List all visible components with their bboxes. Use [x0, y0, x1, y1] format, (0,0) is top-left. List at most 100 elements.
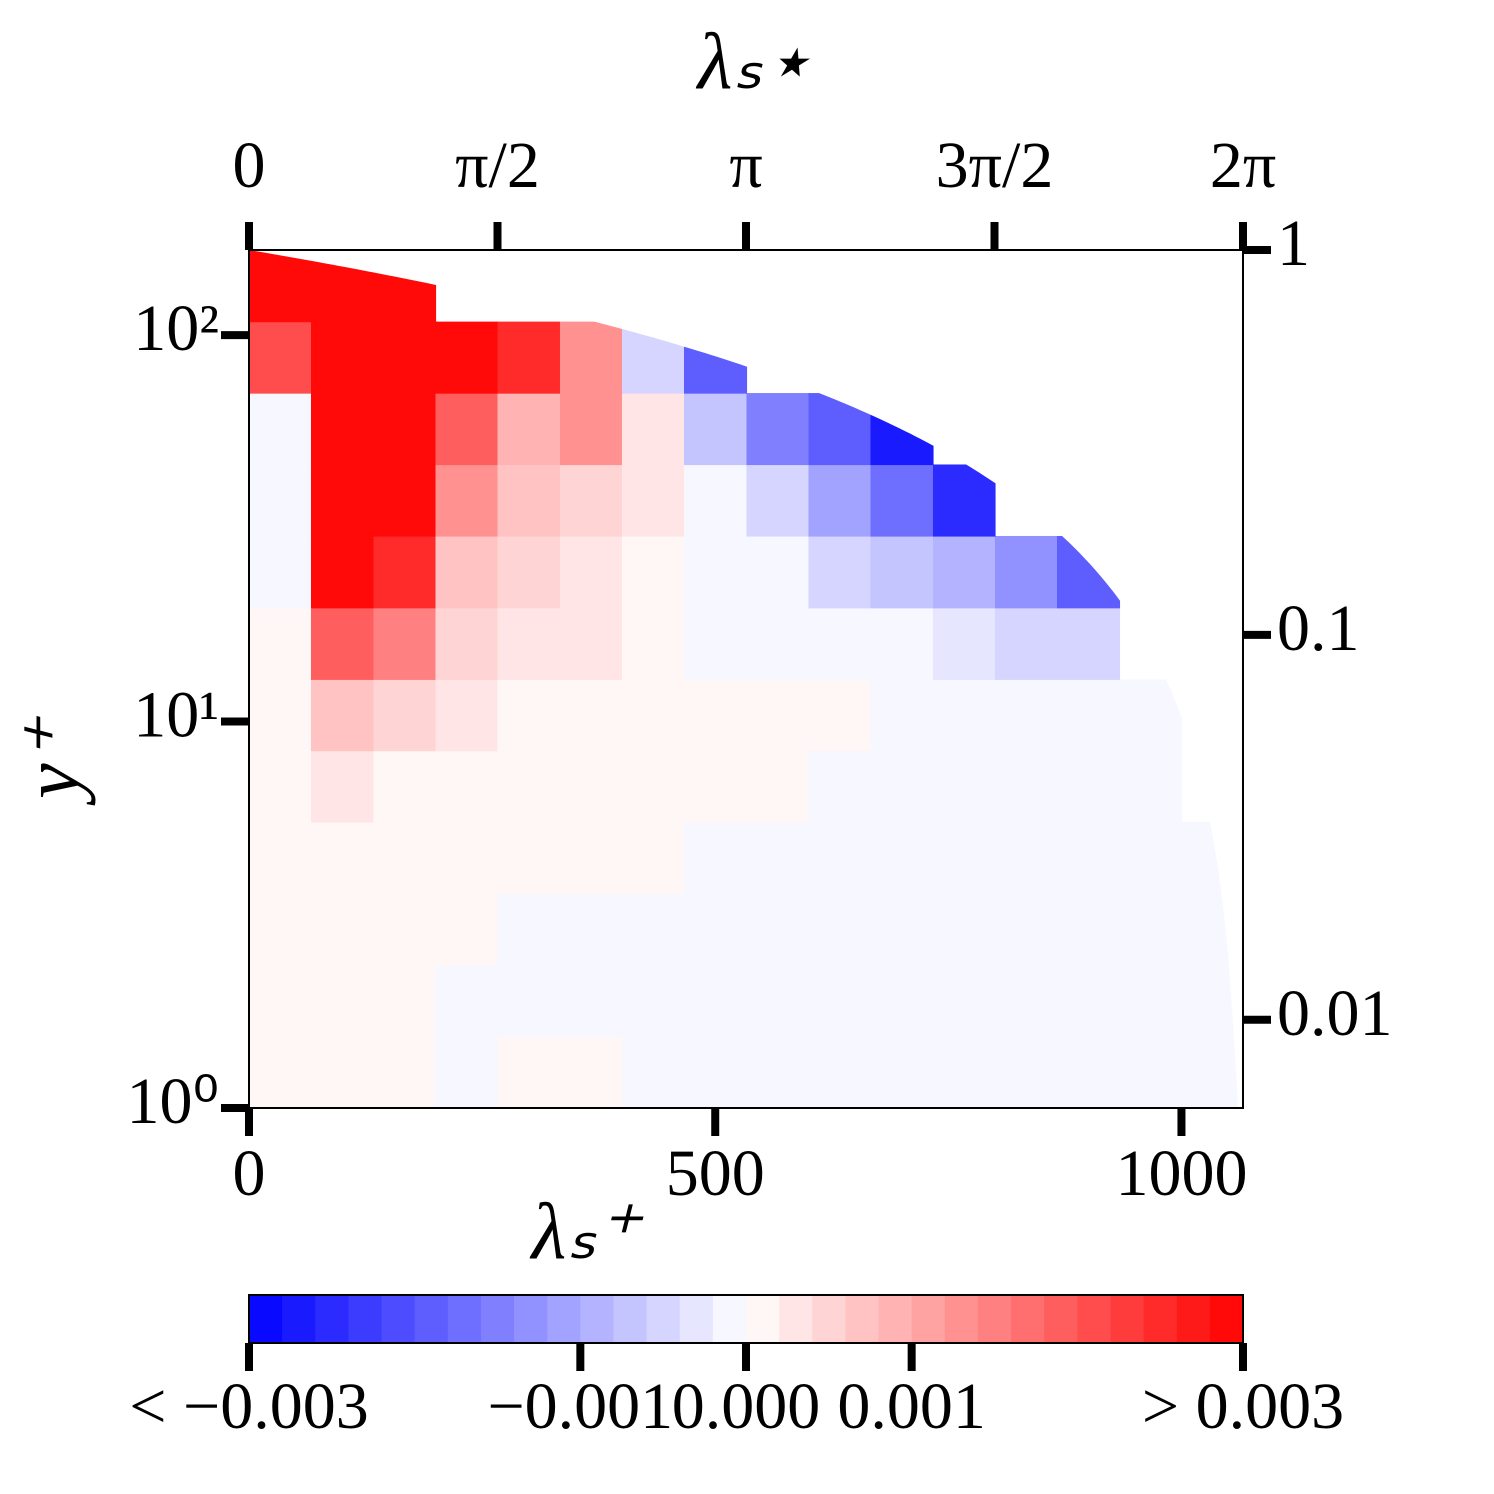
contour-cell	[808, 607, 872, 680]
top-tick-label: π	[729, 129, 762, 202]
colorbar-segment	[779, 1295, 813, 1343]
colorbar-segment	[977, 1295, 1012, 1343]
contour-cell	[497, 750, 561, 823]
colorbar-tick-label: −0.001	[487, 1370, 673, 1443]
contour-cell	[1056, 1036, 1121, 1109]
colorbar-tick-label: < −0.003	[129, 1370, 368, 1443]
contour-cell	[559, 464, 623, 537]
contour-cell	[311, 321, 375, 394]
top-tick-label: 2π	[1210, 129, 1276, 202]
contour-cell	[746, 1036, 810, 1109]
contour-cell	[994, 679, 1058, 752]
contour-cell	[870, 965, 934, 1038]
contour-cell	[994, 822, 1058, 895]
contour-cell	[870, 1036, 934, 1109]
contour-cell	[746, 393, 810, 466]
contour-cell	[435, 893, 499, 966]
contour-cell	[621, 1036, 685, 1109]
contour-cell	[683, 750, 748, 823]
contour-cell	[435, 679, 499, 752]
contour-cell	[249, 679, 312, 752]
contour-cell	[1119, 1036, 1183, 1109]
contour-cell	[373, 822, 437, 895]
top-tick-label: 0	[233, 129, 266, 202]
colorbar-segment	[282, 1295, 316, 1343]
colorbar-segment	[944, 1295, 979, 1343]
contour-cell	[932, 607, 996, 680]
contour-cell	[311, 607, 375, 680]
contour-cell	[497, 535, 561, 609]
contour-cell	[683, 1036, 748, 1109]
contour-cell	[683, 965, 748, 1038]
contour-cell	[373, 1036, 437, 1109]
contour-cell	[621, 965, 685, 1038]
colorbar-segment	[679, 1295, 714, 1343]
x-tick-label: 0	[233, 1137, 266, 1210]
contour-cell	[808, 965, 872, 1038]
contour-cell	[249, 1036, 312, 1109]
colorbar-segment	[1044, 1295, 1078, 1343]
contour-cell	[497, 464, 561, 537]
contour-cell	[1056, 607, 1121, 680]
contour-cell	[249, 250, 312, 323]
contour-cell	[435, 750, 499, 823]
contour-cell	[932, 822, 996, 895]
contour-cell	[683, 464, 748, 537]
contour-cell	[249, 965, 312, 1038]
contour-cell	[435, 321, 499, 394]
contour-cell	[1056, 679, 1121, 752]
colorbar-segment	[1176, 1295, 1211, 1343]
contour-cell	[1181, 1036, 1244, 1109]
contour-cell	[1056, 965, 1121, 1038]
contour-cell	[746, 607, 810, 680]
contour-cell	[435, 464, 499, 537]
y-tick-label: 10⁰	[127, 1065, 219, 1138]
contour-cell	[373, 464, 437, 537]
x-axis-label: λₛ⁺	[530, 1188, 644, 1276]
contour-cell	[559, 893, 623, 966]
contour-cell	[994, 750, 1058, 823]
contour-cell	[1056, 893, 1121, 966]
colorbar-segment	[812, 1295, 846, 1343]
contour-cell	[373, 893, 437, 966]
colorbar-segment	[447, 1295, 482, 1343]
contour-cell	[932, 464, 996, 537]
contour-cell	[746, 464, 810, 537]
colorbar-segment	[348, 1295, 383, 1343]
contour-cell	[373, 965, 437, 1038]
contour-cell	[1119, 893, 1183, 966]
contour-cell	[808, 822, 872, 895]
contour-cell	[808, 1036, 872, 1109]
contour-cell	[621, 679, 685, 752]
contour-cell	[435, 535, 499, 609]
contour-cell	[1119, 822, 1183, 895]
x-tick-label: 1000	[1115, 1137, 1247, 1210]
contour-cell	[994, 535, 1058, 609]
contour-cell	[559, 750, 623, 823]
contour-cell	[621, 464, 685, 537]
contour-cell	[994, 607, 1058, 680]
colorbar-tick-label: 0.001	[837, 1370, 986, 1443]
contour-cell	[249, 464, 312, 537]
contour-cell	[932, 750, 996, 823]
contour-cell	[621, 535, 685, 609]
contour-cell	[311, 535, 375, 609]
contour-cell	[311, 822, 375, 895]
contour-cell	[249, 822, 312, 895]
contour-cell	[497, 1036, 561, 1109]
contour-cell	[497, 393, 561, 466]
colorbar-segment	[712, 1295, 747, 1343]
colorbar-segment	[1077, 1295, 1112, 1343]
contour-cell	[559, 965, 623, 1038]
contour-cell	[249, 535, 312, 609]
contour-cell	[497, 965, 561, 1038]
contour-cell	[435, 965, 499, 1038]
contour-cell	[870, 464, 934, 537]
y-axis-label: y⁺	[8, 715, 96, 806]
contour-cell	[559, 321, 623, 394]
contour-cell	[559, 679, 623, 752]
contour-cell	[311, 965, 375, 1038]
x-tick-label: 500	[666, 1137, 765, 1210]
contour-cell	[373, 750, 437, 823]
contour-cell	[870, 750, 934, 823]
